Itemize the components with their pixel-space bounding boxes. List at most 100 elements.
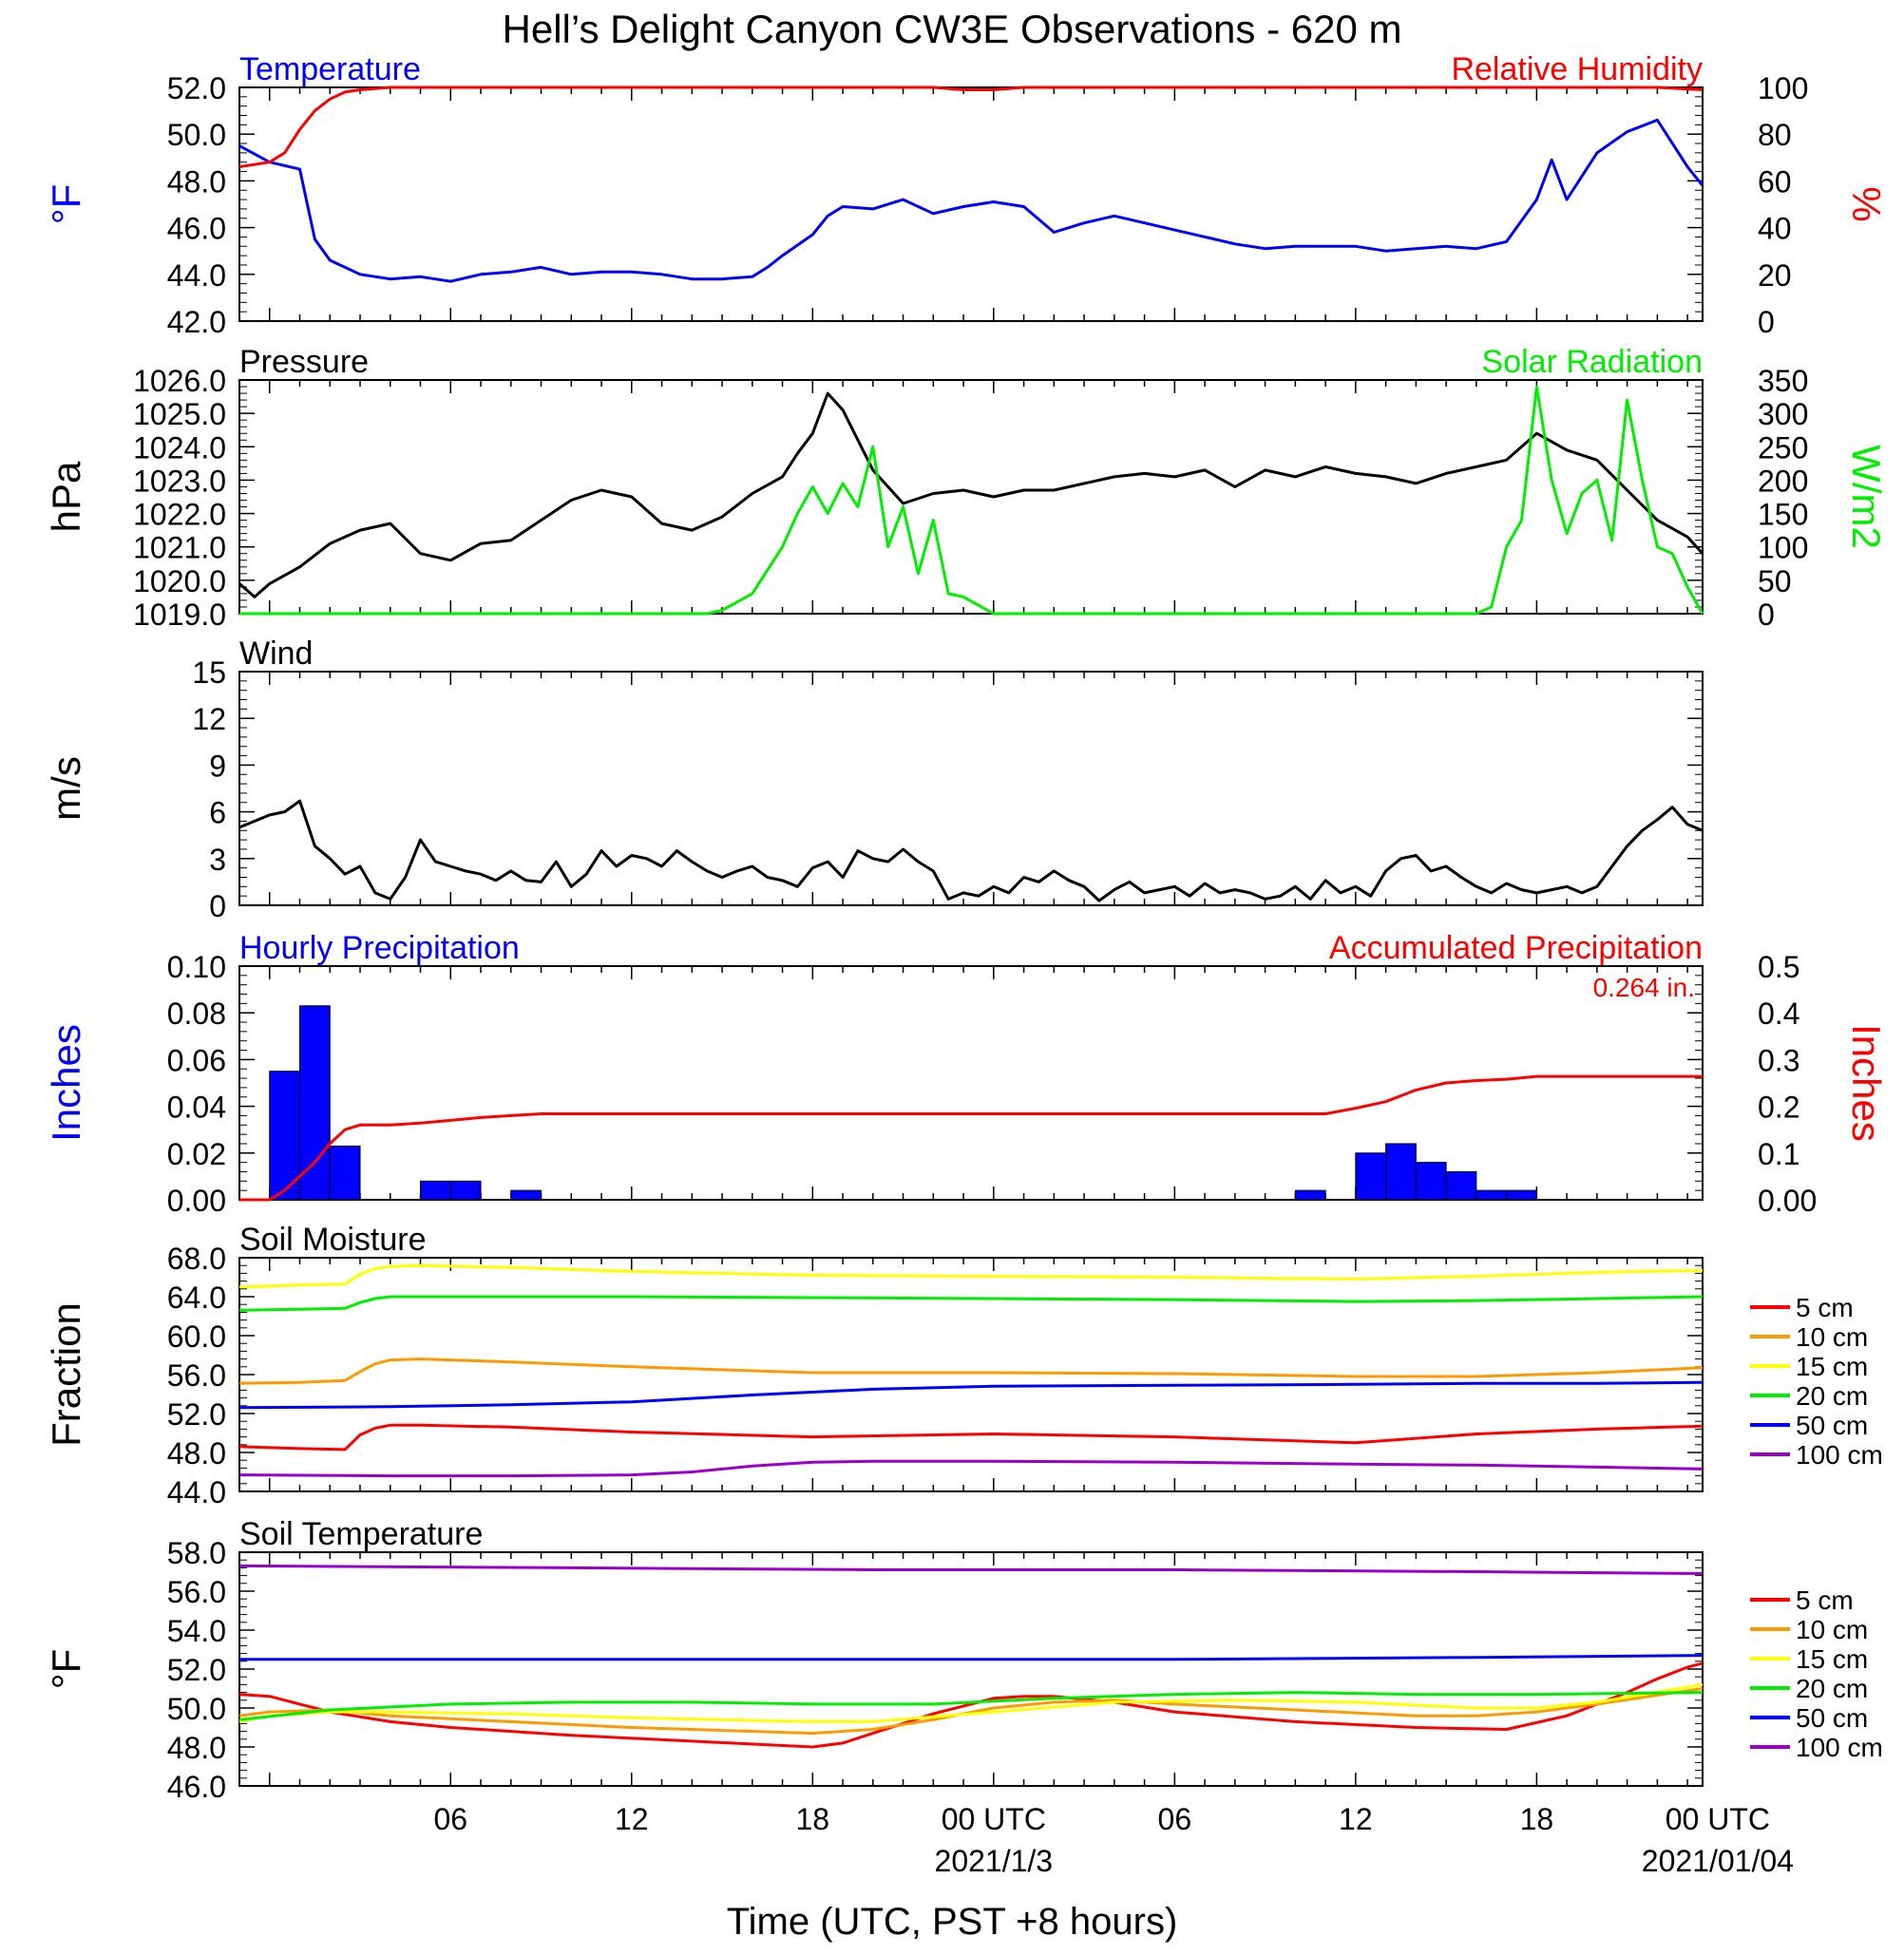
y-tick-label-left: 68.0 xyxy=(167,1242,226,1276)
panel-soil-temperature: 46.0 48.0 50.0 52.0 54.0 56.0 58.0 Soil Tempera… xyxy=(44,1516,1883,1804)
y-tick-label-right: 60 xyxy=(1758,164,1792,199)
plot-frame xyxy=(238,965,1704,1201)
y-tick-label-right: 350 xyxy=(1758,364,1808,398)
plot-frame xyxy=(238,671,1704,906)
series-line-0 xyxy=(238,1423,1704,1452)
y-tick-label-left: 0.08 xyxy=(167,996,226,1031)
x-axis-label: Time (UTC, PST +8 hours) xyxy=(727,1901,1178,1943)
x-tick-label: 00 UTC xyxy=(1666,1802,1770,1836)
y-tick-label-left: 46.0 xyxy=(167,1770,226,1804)
y-tick-label-left: 64.0 xyxy=(167,1281,226,1315)
precip-bar xyxy=(1415,1162,1447,1201)
y-tick-label-left: 54.0 xyxy=(167,1614,226,1648)
y-tick-label-left: 42.0 xyxy=(167,305,226,339)
x-tick-label: 12 xyxy=(615,1802,649,1836)
y-tick-label-left: 56.0 xyxy=(167,1575,226,1609)
y-tick-label-left: 0.04 xyxy=(167,1091,226,1125)
y-axis-title-left: Fraction xyxy=(44,1302,88,1447)
y-tick-label-right: 50 xyxy=(1758,564,1792,598)
panel-right-label: Accumulated Precipitation xyxy=(1329,930,1703,966)
y-axis-title-right: Inches xyxy=(1844,1024,1889,1142)
y-tick-label-left: 1024.0 xyxy=(133,430,226,465)
legend-label: 5 cm xyxy=(1796,1585,1854,1615)
legend-label: 20 cm xyxy=(1796,1674,1868,1703)
y-tick-label-left: 52.0 xyxy=(167,1653,226,1687)
y-axis-title-left: Inches xyxy=(44,1024,88,1142)
legend-label: 20 cm xyxy=(1796,1381,1868,1411)
y-tick-label-left: 1022.0 xyxy=(133,498,226,532)
y-tick-label-left: 0.06 xyxy=(167,1043,226,1077)
x-tick-label: 00 UTC xyxy=(942,1802,1046,1836)
plot-frame xyxy=(238,1551,1704,1787)
precip-bar xyxy=(1506,1189,1537,1201)
y-tick-label-left: 50.0 xyxy=(167,1692,226,1726)
series-line-4 xyxy=(239,1654,1704,1661)
legend-label: 10 cm xyxy=(1796,1322,1868,1352)
y-tick-label-right: 0.1 xyxy=(1758,1137,1799,1171)
y-tick-label-left: 44.0 xyxy=(167,258,226,293)
series-line-2 xyxy=(238,1682,1704,1723)
y-tick-label-left: 1019.0 xyxy=(133,598,226,632)
series-line-0 xyxy=(238,799,1704,902)
y-axis-title-right: W/m2 xyxy=(1844,445,1889,549)
x-tick-label: 06 xyxy=(1158,1802,1192,1836)
panel-left-label: Pressure xyxy=(239,344,369,380)
panel-left-label: Soil Moisture xyxy=(239,1222,427,1258)
precip-bar xyxy=(1294,1189,1326,1201)
legend-label: 10 cm xyxy=(1796,1615,1868,1644)
y-tick-label-right: 40 xyxy=(1758,212,1792,246)
panel-wind: 0 3 6 9 12 15 Wind m/s xyxy=(44,636,1704,923)
x-tick-label: 06 xyxy=(433,1802,467,1836)
panel-precipitation: 0.00 0.02 0.04 0.06 0.08 0.10 0.00 0.1 0.2 0.3 0.4… xyxy=(44,930,1889,1218)
y-tick-label-left: 52.0 xyxy=(167,1397,226,1432)
y-tick-label-left: 46.0 xyxy=(167,212,226,246)
precip-bar xyxy=(1385,1143,1417,1201)
y-tick-label-left: 60.0 xyxy=(167,1319,226,1354)
y-tick-label-left: 48.0 xyxy=(167,1436,226,1471)
y-tick-label-right: 200 xyxy=(1758,464,1808,498)
legend-label: 100 cm xyxy=(1796,1440,1883,1470)
precip-bar xyxy=(269,1071,301,1201)
panel-right-label: Relative Humidity xyxy=(1451,51,1703,87)
legend-label: 15 cm xyxy=(1796,1644,1868,1674)
y-tick-label-right: 100 xyxy=(1758,71,1808,105)
series-line-1 xyxy=(238,1687,1704,1736)
y-axis-title-left: hPa xyxy=(44,461,88,532)
y-tick-label-right: 0.3 xyxy=(1758,1043,1799,1077)
y-tick-label-left: 3 xyxy=(209,843,226,877)
series-line-0 xyxy=(238,391,1704,598)
precip-bar xyxy=(420,1180,451,1201)
y-tick-label-left: 48.0 xyxy=(167,164,226,199)
x-tick-label: 18 xyxy=(796,1802,830,1836)
y-tick-label-left: 9 xyxy=(209,749,226,783)
y-tick-label-right: 250 xyxy=(1758,430,1808,465)
legend-label: 50 cm xyxy=(1796,1703,1868,1733)
precip-bar xyxy=(299,1005,331,1201)
series-line-4 xyxy=(238,1380,1704,1410)
y-tick-label-left: 1026.0 xyxy=(133,364,226,398)
y-tick-label-left: 15 xyxy=(192,655,226,690)
y-tick-label-left: 0.00 xyxy=(167,1184,226,1218)
y-tick-label-right: 150 xyxy=(1758,498,1808,532)
y-tick-label-left: 0 xyxy=(209,889,226,923)
chart-title: Hell’s Delight Canyon CW3E Observations … xyxy=(503,7,1402,51)
y-tick-label-right: 0 xyxy=(1758,305,1775,339)
precip-bar xyxy=(1445,1170,1477,1201)
y-tick-label-left: 12 xyxy=(192,702,226,736)
y-tick-label-right: 0.00 xyxy=(1758,1184,1817,1218)
y-tick-label-left: 58.0 xyxy=(167,1536,226,1570)
y-axis-title-right: % xyxy=(1844,186,1889,221)
date-label: 2021/01/04 xyxy=(1642,1844,1794,1878)
y-tick-label-left: 6 xyxy=(209,796,226,830)
y-tick-label-left: 52.0 xyxy=(167,71,226,105)
legend-label: 5 cm xyxy=(1796,1293,1854,1322)
legend-label: 15 cm xyxy=(1796,1352,1868,1381)
y-axis-title-left: °F xyxy=(44,1649,88,1689)
series-line-5 xyxy=(238,1459,1704,1478)
series-line-3 xyxy=(238,1295,1704,1312)
precip-bar xyxy=(1355,1152,1387,1201)
precip-bar xyxy=(329,1145,361,1201)
x-tick-label: 12 xyxy=(1339,1802,1373,1836)
series-line-5 xyxy=(238,1564,1704,1575)
